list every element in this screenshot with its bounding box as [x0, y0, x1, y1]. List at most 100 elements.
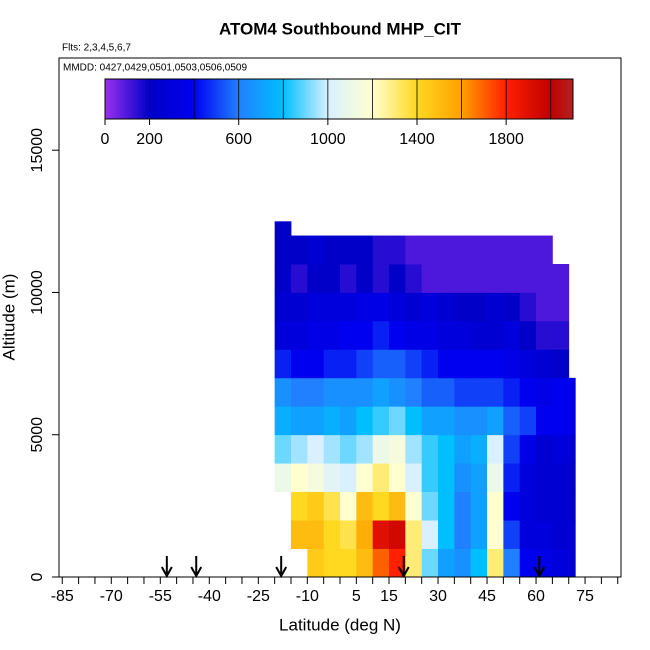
heatmap-cell [503, 548, 521, 578]
heatmap-cell [503, 520, 521, 549]
heatmap-cell [340, 235, 357, 265]
heatmap-cell [405, 520, 423, 549]
heatmap-cell [356, 406, 374, 436]
heatmap-cell [438, 235, 455, 265]
heatmap-cell [536, 235, 553, 265]
heatmap-cell [389, 491, 406, 521]
heatmap-cell [356, 377, 374, 407]
heatmap-cell [503, 491, 521, 521]
heatmap-cell [536, 406, 553, 436]
heatmap-cell [470, 434, 488, 464]
heatmap-cell [536, 434, 553, 464]
heatmap-cell [356, 235, 374, 265]
heatmap-cell [290, 434, 308, 464]
heatmap-cell [503, 349, 521, 379]
heatmap-cell [487, 235, 504, 265]
heatmap-cell [470, 349, 488, 379]
x-tick-label: 75 [576, 588, 594, 605]
heatmap-cell [503, 406, 521, 436]
heatmap-cell [356, 349, 374, 379]
heatmap-cell [536, 520, 553, 549]
heatmap-cell [307, 548, 325, 578]
heatmap-cell [340, 434, 357, 464]
heatmap-cell [438, 434, 455, 464]
heatmap-cell [568, 520, 576, 549]
heatmap-cell [323, 491, 341, 521]
heatmap-cell [372, 264, 390, 293]
heatmap-cell [519, 548, 537, 578]
heatmap-cell [274, 235, 292, 265]
heatmap-cell [536, 463, 553, 493]
heatmap-cell [372, 406, 390, 436]
heatmap-cell [340, 463, 357, 493]
heatmap-cell [290, 235, 308, 265]
heatmap-cell [552, 264, 570, 293]
heatmap-cell [405, 264, 423, 293]
x-tick-label: -85 [51, 588, 74, 605]
x-tick-label: 30 [429, 588, 447, 605]
heatmap-cell [470, 235, 488, 265]
heatmap-cell [405, 463, 423, 493]
heatmap-cell [421, 264, 439, 293]
heatmap-cell [290, 349, 308, 379]
heatmap-cell [356, 320, 374, 350]
heatmap-cell [389, 264, 406, 293]
heatmap-cell [274, 434, 292, 464]
heatmap-cell [470, 264, 488, 293]
marker-arrow-head [275, 566, 288, 579]
heatmap-cell [307, 235, 325, 265]
heatmap-cell [290, 377, 308, 407]
heatmap-cell [290, 491, 308, 521]
x-tick-label: 45 [478, 588, 496, 605]
heatmap-cell [307, 377, 325, 407]
heatmap-cell [323, 548, 341, 578]
heatmap-cell [487, 463, 504, 493]
heatmap-cell [421, 406, 439, 436]
x-tick-label: 60 [527, 588, 545, 605]
heatmap-cell [323, 406, 341, 436]
x-tick-label: -70 [100, 588, 123, 605]
heatmap-cell [290, 320, 308, 350]
heatmap-cell [487, 377, 504, 407]
heatmap-cell [421, 377, 439, 407]
heatmap-cell [536, 491, 553, 521]
heatmap-cell [389, 406, 406, 436]
heatmap-cell [438, 349, 455, 379]
heatmap-cell [470, 520, 488, 549]
heatmap-cell [307, 520, 325, 549]
heatmap-cell [536, 349, 553, 379]
heatmap-cell [389, 377, 406, 407]
heatmap-cell [503, 235, 521, 265]
heatmap-cell [536, 264, 553, 293]
heatmap-cell [307, 349, 325, 379]
x-tick-label: -55 [149, 588, 172, 605]
y-axis-label: Altitude (m) [0, 274, 18, 361]
heatmap-cell [503, 434, 521, 464]
heatmap-cell [454, 548, 472, 578]
heatmap-cell [568, 463, 576, 493]
heatmap-cell [438, 463, 455, 493]
colorbar-tick-label: 1400 [399, 131, 435, 148]
heatmap-cell [438, 548, 455, 578]
colorbar-tick-label: 1800 [488, 131, 524, 148]
x-axis-label: Latitude (deg N) [279, 615, 401, 634]
heatmap-cell [552, 320, 570, 350]
heatmap-cell [519, 320, 537, 350]
heatmap-cell [438, 264, 455, 293]
heatmap-cell [405, 349, 423, 379]
marker-arrow-head [160, 566, 173, 579]
heatmap-cell [421, 463, 439, 493]
heatmap-cell [421, 349, 439, 379]
heatmap-cell [454, 463, 472, 493]
heatmap-cell [470, 292, 488, 322]
heatmap-cell [438, 320, 455, 350]
heatmap-cell [454, 292, 472, 322]
heatmap-cell [372, 377, 390, 407]
heatmap-cell [519, 235, 537, 265]
heatmap-cell [290, 520, 308, 549]
heatmap-cell [372, 292, 390, 322]
heatmap-cell [405, 406, 423, 436]
heatmap-cell [470, 491, 488, 521]
subtitle: Flts: 2,3,4,5,6,7 [62, 43, 131, 54]
heatmap-cell [568, 377, 576, 407]
